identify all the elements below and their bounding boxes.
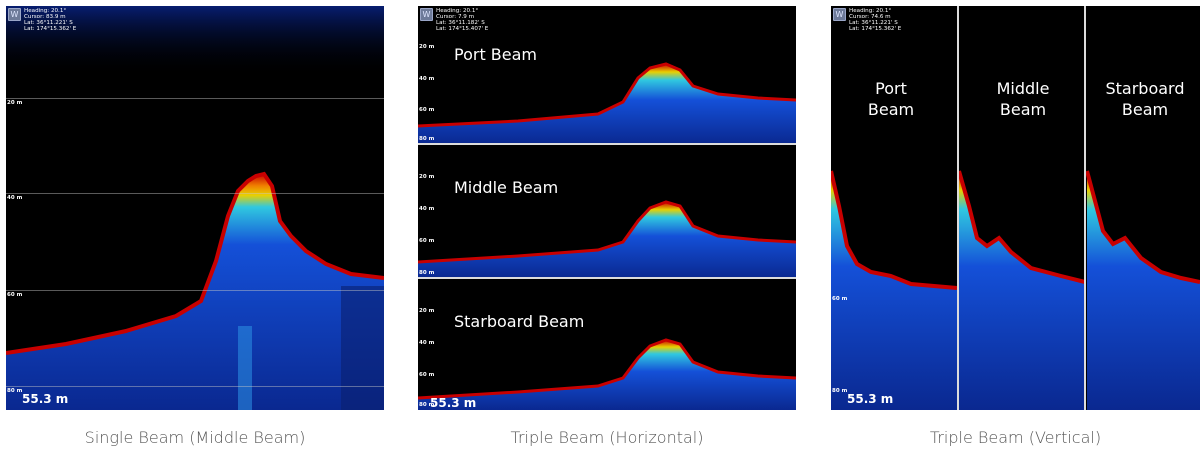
beam-label-middle: Middle Beam [454, 178, 559, 197]
depth-tick: 20 m [419, 44, 435, 50]
triple-beam-vertical-panel: 60 m 80 m Port Beam Middle Beam Starboar… [831, 6, 1200, 410]
depth-tick: 40 m [419, 206, 435, 212]
app-logo-icon: W [420, 8, 433, 21]
depth-tick: 60 m [419, 372, 435, 378]
beam-divider [418, 143, 796, 145]
heading-readout: Heading: 20.1° [436, 8, 479, 14]
beam-divider [957, 6, 959, 410]
depth-tick: 20 m [419, 174, 435, 180]
depth-tick: 20 m [7, 100, 23, 106]
echogram-single [6, 6, 384, 410]
depth-tick: 60 m [419, 238, 435, 244]
depth-tick: 60 m [832, 296, 848, 302]
cursor-readout: Cursor: 83.9 m [24, 14, 66, 20]
beam-label-middle: Middle Beam [996, 79, 1050, 119]
lat-readout: Lat: 36°11.221' S [849, 20, 898, 26]
depth-readout: 55.3 m [430, 396, 477, 410]
cursor-readout: Cursor: 74.6 m [849, 14, 891, 20]
depth-tick: 80 m [832, 388, 848, 394]
nav-info: W Heading: 20.1° Cursor: 83.9 m Lat: 36°… [8, 8, 76, 32]
beam-divider [1084, 6, 1086, 410]
lat-readout: Lat: 36°11.182' S [436, 20, 485, 26]
depth-readout: 55.3 m [847, 392, 894, 406]
nav-info: W Heading: 20.1° Cursor: 74.6 m Lat: 36°… [833, 8, 901, 32]
depth-tick: 40 m [419, 340, 435, 346]
depth-tick: 80 m [7, 388, 23, 394]
depth-readout: 55.3 m [22, 392, 69, 406]
beam-label-starboard: Starboard Beam [1105, 79, 1185, 119]
beam-label-starboard: Starboard Beam [454, 312, 585, 331]
depth-tick: 20 m [419, 308, 435, 314]
echogram-vertical [831, 6, 1200, 410]
echogram-horizontal [418, 6, 796, 410]
lat-readout: Lat: 36°11.221' S [24, 20, 73, 26]
app-logo-icon: W [833, 8, 846, 21]
caption-triple-vertical: Triple Beam (Vertical) [929, 428, 1102, 447]
single-beam-panel: 20 m 40 m 60 m 80 m W Heading: 20.1° Cur… [6, 6, 384, 410]
beam-label-port: Port Beam [454, 45, 538, 64]
depth-tick: 60 m [419, 107, 435, 113]
caption-single-beam: Single Beam (Middle Beam) [84, 428, 306, 447]
beam-divider [418, 277, 796, 279]
depth-tick: 80 m [419, 136, 435, 142]
triple-beam-horizontal-panel: 20 m 40 m 60 m 80 m 20 m 40 m 60 m 80 m … [418, 6, 796, 410]
lon-readout: Lat: 174°15.407' E [436, 26, 489, 32]
app-logo-icon: W [8, 8, 21, 21]
depth-tick: 60 m [7, 292, 23, 298]
nav-info: W Heading: 20.1° Cursor: 7.9 m Lat: 36°1… [420, 8, 488, 32]
heading-readout: Heading: 20.1° [24, 8, 67, 14]
lon-readout: Lat: 174°15.362' E [849, 26, 902, 32]
depth-tick: 40 m [7, 195, 23, 201]
depth-tick: 40 m [419, 76, 435, 82]
depth-tick: 80 m [419, 402, 435, 408]
depth-tick: 80 m [419, 270, 435, 276]
cursor-readout: Cursor: 7.9 m [436, 14, 475, 20]
lon-readout: Lat: 174°15.362' E [24, 26, 77, 32]
caption-triple-horizontal: Triple Beam (Horizontal) [510, 428, 704, 447]
beam-label-port: Port Beam [867, 79, 915, 119]
heading-readout: Heading: 20.1° [849, 8, 892, 14]
